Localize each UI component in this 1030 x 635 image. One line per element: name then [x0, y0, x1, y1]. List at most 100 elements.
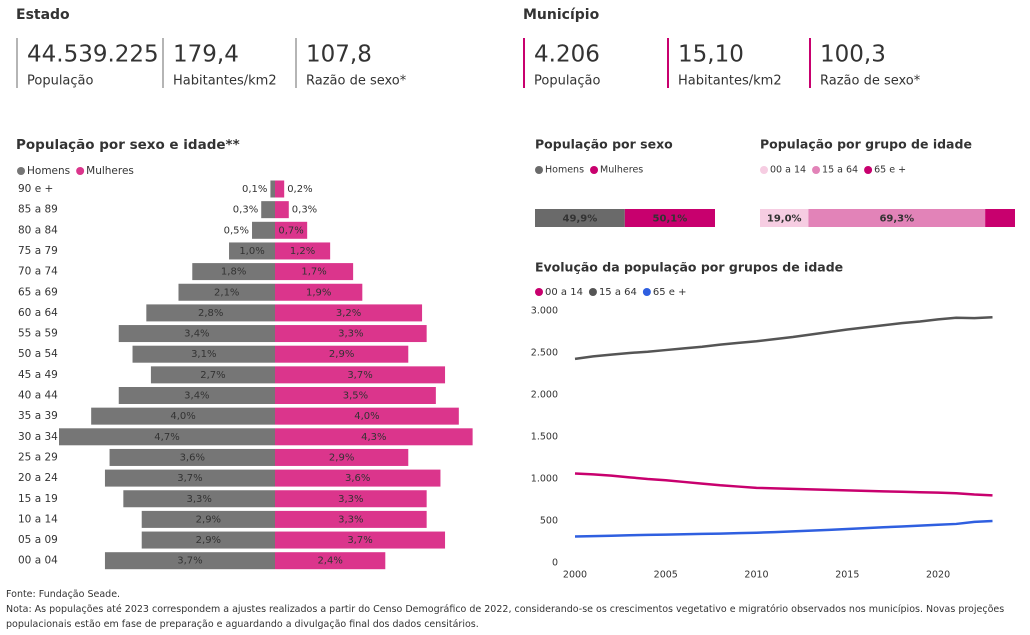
bar — [91, 407, 275, 425]
bar — [275, 387, 436, 404]
value-label: 2,9% — [196, 514, 221, 525]
value-label: 69,3% — [879, 214, 914, 225]
dashboard: Estado 44.539.225 População 179,4 Habitantes… — [16, 7, 1015, 581]
legend-marker — [588, 288, 597, 296]
kpi-value: 107,8 — [306, 42, 372, 68]
bar — [252, 221, 275, 239]
row-label: 25 a 29 — [18, 451, 58, 463]
footer: Fonte: Fundação Seade. Nota: As populaçõ… — [6, 587, 1024, 632]
row-label: 90 e + — [18, 183, 53, 195]
bar — [275, 345, 409, 363]
section-title: Município — [523, 7, 600, 23]
legend-marker — [535, 166, 543, 174]
value-label: 2,9% — [329, 452, 354, 463]
bar — [275, 366, 446, 384]
y-tick-label: 1.000 — [531, 474, 558, 485]
series-line — [574, 472, 993, 497]
chart-title: População por sexo e idade** — [16, 137, 240, 153]
value-label: 2,9% — [196, 535, 221, 546]
bar — [109, 448, 275, 466]
value-label: 4,3% — [361, 432, 386, 443]
x-tick-label: 2000 — [563, 570, 587, 581]
legend-marker — [760, 166, 768, 174]
bar — [275, 242, 331, 260]
bar — [132, 345, 275, 363]
chart-title: População por sexo — [535, 137, 673, 152]
y-tick-label: 500 — [540, 516, 558, 527]
section-title: Estado — [16, 7, 70, 23]
row-label: 80 a 84 — [18, 224, 58, 236]
value-label: 3,3% — [338, 494, 363, 505]
bar — [123, 490, 275, 508]
value-label: 0,1% — [242, 184, 267, 195]
series-line — [574, 519, 993, 538]
y-tick-label: 0 — [552, 558, 558, 569]
x-tick-label: 2010 — [744, 570, 768, 581]
value-label: 19,0% — [767, 214, 802, 225]
row-label: 35 a 39 — [18, 410, 58, 422]
value-label: 2,4% — [317, 556, 342, 567]
kpi-value: 44.539.225 — [27, 42, 159, 68]
value-label: 3,7% — [347, 535, 372, 546]
legend-label: Homens — [27, 165, 70, 177]
bar — [275, 180, 285, 198]
value-label: 3,3% — [186, 494, 211, 505]
legend-label: Homens — [545, 165, 584, 176]
value-label: 0,2% — [287, 184, 312, 195]
legend-label: 00 a 14 — [545, 287, 583, 298]
value-label: 3,4% — [184, 391, 209, 402]
value-label: 1,0% — [239, 246, 264, 257]
bar-segment — [624, 209, 715, 227]
value-label: 50,1% — [653, 214, 688, 225]
legend-label: Mulheres — [86, 165, 134, 177]
bar — [275, 304, 423, 322]
value-label: 3,7% — [177, 473, 202, 484]
bar-segment — [985, 209, 1015, 227]
value-label: 2,7% — [200, 370, 225, 381]
kpi-value: 15,10 — [678, 42, 744, 68]
y-tick-label: 2.000 — [531, 390, 558, 401]
bar — [192, 263, 275, 281]
bar-segment — [535, 209, 625, 227]
kpi-label: Razão de sexo* — [820, 74, 921, 89]
bar — [275, 428, 473, 446]
value-label: 3,7% — [347, 370, 372, 381]
value-label: 3,1% — [191, 349, 216, 360]
row-label: 75 a 79 — [18, 245, 58, 257]
kpi-label: Razão de sexo* — [306, 74, 407, 89]
x-tick-label: 2020 — [926, 570, 950, 581]
bar — [104, 552, 275, 570]
bar — [275, 510, 427, 528]
x-tick-label: 2015 — [835, 570, 859, 581]
row-label: 40 a 44 — [18, 390, 58, 402]
row-label: 20 a 24 — [18, 472, 58, 484]
bar — [275, 531, 446, 549]
series-line — [574, 316, 993, 361]
value-label: 49,9% — [563, 214, 598, 225]
row-label: 30 a 34 — [18, 431, 58, 443]
bar — [275, 552, 386, 570]
row-label: 45 a 49 — [18, 369, 58, 381]
bar-segment — [808, 209, 986, 227]
legend-label: 65 e + — [653, 287, 687, 298]
kpi-label: Habitantes/km2 — [678, 74, 782, 89]
bar — [146, 304, 275, 322]
kpi-label: Habitantes/km2 — [173, 74, 277, 89]
value-label: 0,3% — [292, 205, 317, 216]
row-label: 65 a 69 — [18, 286, 58, 298]
bar — [275, 448, 409, 466]
value-label: 2,8% — [198, 308, 223, 319]
value-label: 2,9% — [329, 349, 354, 360]
bar — [270, 180, 275, 198]
bar — [178, 283, 275, 301]
y-tick-label: 3.000 — [531, 306, 558, 317]
x-tick-label: 2005 — [654, 570, 678, 581]
value-label: 0,3% — [233, 205, 258, 216]
value-label: 3,5% — [343, 391, 368, 402]
legend-label: 00 a 14 — [770, 165, 806, 176]
bar — [118, 325, 275, 343]
bar — [141, 531, 275, 549]
bar — [104, 469, 275, 487]
row-label: 10 a 14 — [18, 513, 58, 525]
row-label: 55 a 59 — [18, 328, 58, 340]
